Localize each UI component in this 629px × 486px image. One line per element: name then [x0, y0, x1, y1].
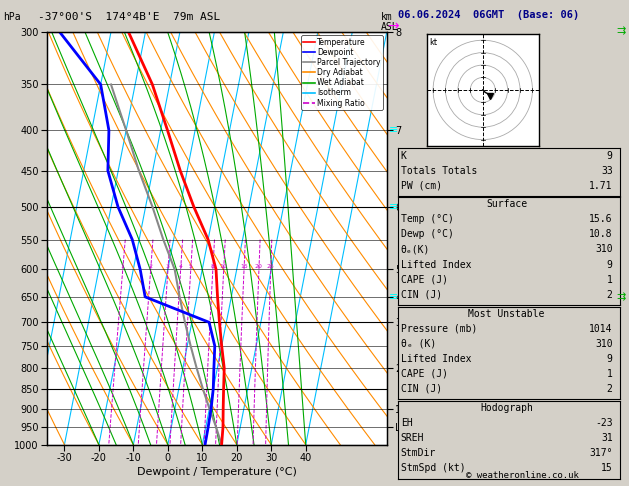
Text: 310: 310: [595, 244, 613, 255]
Text: ≡: ≡: [389, 202, 398, 212]
Text: 317°: 317°: [589, 448, 613, 458]
Text: θₑ(K): θₑ(K): [401, 244, 430, 255]
Text: →: →: [387, 20, 399, 34]
Text: CIN (J): CIN (J): [401, 384, 442, 394]
Text: Lifted Index: Lifted Index: [401, 260, 471, 270]
Legend: Temperature, Dewpoint, Parcel Trajectory, Dry Adiabat, Wet Adiabat, Isotherm, Mi: Temperature, Dewpoint, Parcel Trajectory…: [301, 35, 383, 110]
Text: 4: 4: [179, 264, 182, 269]
Text: 9: 9: [607, 354, 613, 364]
Text: 31: 31: [601, 433, 613, 443]
Text: StmSpd (kt): StmSpd (kt): [401, 463, 465, 473]
Text: 1: 1: [121, 264, 125, 269]
Text: 2: 2: [607, 290, 613, 300]
Text: 3: 3: [166, 264, 170, 269]
Text: 2: 2: [148, 264, 153, 269]
Text: -37°00'S  174°4B'E  79m ASL: -37°00'S 174°4B'E 79m ASL: [38, 12, 220, 22]
Text: 15.6: 15.6: [589, 214, 613, 225]
Text: ⇉: ⇉: [617, 292, 626, 302]
Text: 1: 1: [607, 275, 613, 285]
Text: km: km: [381, 12, 392, 22]
Text: Totals Totals: Totals Totals: [401, 166, 477, 176]
Text: ASL: ASL: [381, 22, 398, 32]
Text: 9: 9: [607, 151, 613, 161]
Text: 310: 310: [595, 339, 613, 349]
Text: 10.8: 10.8: [589, 229, 613, 240]
Text: Hodograph: Hodograph: [480, 403, 533, 413]
Text: 5: 5: [189, 264, 192, 269]
Text: 1014: 1014: [589, 324, 613, 334]
Text: SREH: SREH: [401, 433, 424, 443]
Text: EH: EH: [401, 418, 413, 428]
Text: 10: 10: [220, 264, 228, 269]
Text: θₑ (K): θₑ (K): [401, 339, 436, 349]
Text: ≡: ≡: [389, 125, 398, 135]
Text: kt: kt: [430, 38, 438, 47]
Text: 25: 25: [267, 264, 275, 269]
Text: ≡: ≡: [389, 292, 398, 302]
Text: © weatheronline.co.uk: © weatheronline.co.uk: [465, 471, 579, 480]
Text: PW (cm): PW (cm): [401, 181, 442, 191]
Text: 20: 20: [255, 264, 263, 269]
Text: K: K: [401, 151, 406, 161]
Text: 15: 15: [240, 264, 248, 269]
Text: 1.71: 1.71: [589, 181, 613, 191]
Text: ⇉: ⇉: [617, 27, 626, 36]
Text: 33: 33: [601, 166, 613, 176]
Text: Pressure (mb): Pressure (mb): [401, 324, 477, 334]
Text: CAPE (J): CAPE (J): [401, 275, 448, 285]
Text: 8: 8: [211, 264, 214, 269]
Text: CIN (J): CIN (J): [401, 290, 442, 300]
Text: Temp (°C): Temp (°C): [401, 214, 454, 225]
Text: -23: -23: [595, 418, 613, 428]
Text: Lifted Index: Lifted Index: [401, 354, 471, 364]
Text: 15: 15: [601, 463, 613, 473]
Text: Most Unstable: Most Unstable: [469, 309, 545, 319]
Text: 06.06.2024  06GMT  (Base: 06): 06.06.2024 06GMT (Base: 06): [398, 10, 579, 20]
Text: 9: 9: [607, 260, 613, 270]
Text: Dewp (°C): Dewp (°C): [401, 229, 454, 240]
Text: 1: 1: [607, 369, 613, 379]
Text: hPa: hPa: [3, 12, 21, 22]
X-axis label: Dewpoint / Temperature (°C): Dewpoint / Temperature (°C): [137, 467, 297, 477]
Text: CAPE (J): CAPE (J): [401, 369, 448, 379]
Text: 2: 2: [607, 384, 613, 394]
Text: Surface: Surface: [486, 199, 527, 209]
Text: StmDir: StmDir: [401, 448, 436, 458]
